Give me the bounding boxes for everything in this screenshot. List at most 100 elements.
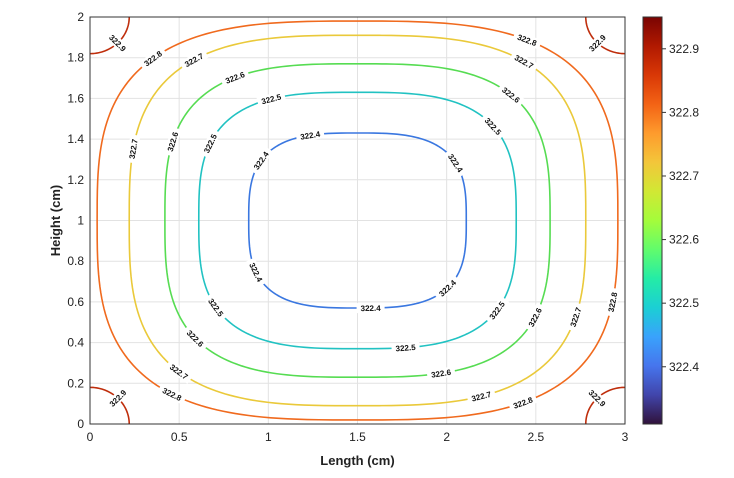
contour-label-bg bbox=[245, 257, 267, 287]
x-tick-label: 1.5 bbox=[349, 430, 366, 444]
x-tick-label: 0.5 bbox=[171, 430, 188, 444]
colorbar-tick-label: 322.7 bbox=[669, 169, 699, 183]
contour-label-bg bbox=[356, 302, 385, 314]
contour-label-bg bbox=[466, 387, 497, 405]
colorbar-tick-label: 322.5 bbox=[669, 296, 699, 310]
colorbar-tick-label: 322.9 bbox=[669, 42, 699, 56]
contour-label: 322.8 bbox=[604, 287, 621, 317]
y-tick-label: 0 bbox=[77, 417, 84, 431]
contour-line-322-4 bbox=[247, 132, 468, 309]
contour-label-bg bbox=[583, 384, 611, 412]
contour-label: 322.6 bbox=[426, 366, 456, 381]
contour-label-bg bbox=[220, 67, 250, 88]
contour-label: 322.9 bbox=[104, 384, 132, 412]
colorbar-tick-label: 322.4 bbox=[669, 360, 699, 374]
contour-label: 322.4 bbox=[433, 274, 461, 302]
contour-label-text: 322.6 bbox=[166, 130, 181, 152]
contour-label-text: 322.6 bbox=[224, 70, 246, 86]
colorbar-gradient bbox=[642, 16, 663, 425]
contour-line-322-5 bbox=[197, 91, 518, 350]
colorbar: 322.4 322.5 322.6 322.7 322.8 322.9 bbox=[642, 16, 699, 425]
contour-label: 322.7 bbox=[466, 387, 497, 405]
contour-label-bg bbox=[203, 293, 229, 322]
contour-label: 322.8 bbox=[508, 393, 538, 413]
contour-label-bg bbox=[125, 134, 141, 164]
contour-label: 322.8 bbox=[138, 46, 168, 71]
contour-label-bg bbox=[443, 148, 468, 178]
contour-label-bg bbox=[157, 383, 187, 405]
contour-line-322-7 bbox=[128, 34, 587, 407]
contour-label-bg bbox=[179, 48, 209, 72]
contour-line-322-6 bbox=[164, 63, 551, 378]
contour-label-bg bbox=[512, 30, 543, 50]
contour-label-bg bbox=[433, 274, 461, 302]
contour-label: 322.5 bbox=[256, 90, 287, 108]
contour-label: 322.6 bbox=[181, 324, 209, 352]
contour-label-text: 322.5 bbox=[395, 343, 416, 353]
y-tick-label: 0.4 bbox=[67, 336, 84, 350]
y-tick-label: 1.6 bbox=[67, 91, 84, 105]
y-tick-label: 0.8 bbox=[67, 254, 84, 268]
contour-label: 322.9 bbox=[104, 29, 132, 57]
contour-label-bg bbox=[256, 90, 287, 108]
contour-label: 322.5 bbox=[479, 112, 507, 140]
contour-label-text: 322.5 bbox=[261, 92, 283, 106]
contour-label: 322.5 bbox=[391, 341, 420, 354]
contour-label-bg bbox=[163, 126, 182, 157]
contour-label-bg bbox=[509, 50, 539, 73]
contour-label: 322.8 bbox=[512, 30, 543, 50]
contour-label-text: 322.8 bbox=[512, 395, 534, 411]
contour-label-bg bbox=[199, 128, 221, 159]
colorbar-tick-label: 322.8 bbox=[669, 105, 699, 119]
contour-label-bg bbox=[484, 296, 510, 325]
plot-frame bbox=[89, 16, 626, 425]
contour-label: 322.6 bbox=[524, 302, 546, 332]
contour-label: 322.4 bbox=[248, 146, 274, 175]
contour-label-bg bbox=[479, 112, 507, 140]
contour-label-text: 322.7 bbox=[569, 306, 584, 328]
y-tick-label: 1.4 bbox=[67, 132, 84, 146]
contour-label-bg bbox=[104, 29, 132, 57]
contour-label: 322.7 bbox=[509, 50, 539, 73]
contour-label-text: 322.7 bbox=[471, 390, 493, 404]
contour-label-text: 322.8 bbox=[516, 33, 538, 49]
contour-label-text: 322.8 bbox=[607, 291, 620, 313]
x-tick-label: 0 bbox=[87, 430, 94, 444]
x-tick-label: 2.5 bbox=[527, 430, 544, 444]
y-axis-ticks: 0 0.2 0.4 0.6 0.8 1 1.2 1.4 1.6 1.8 2 bbox=[67, 10, 84, 431]
contour-label-bg bbox=[391, 341, 420, 354]
colorbar-ticks: 322.4 322.5 322.6 322.7 322.8 322.9 bbox=[662, 42, 699, 374]
contour-label: 322.7 bbox=[566, 302, 585, 332]
contour-label: 322.8 bbox=[157, 383, 187, 405]
contour-label: 322.9 bbox=[583, 29, 611, 57]
contour-label-bg bbox=[138, 46, 168, 71]
contour-label: 322.6 bbox=[220, 67, 250, 88]
contour-label-bg bbox=[524, 302, 546, 332]
contour-label-bg bbox=[426, 366, 456, 381]
contour-label: 322.9 bbox=[583, 384, 611, 412]
contour-label-bg bbox=[566, 302, 585, 332]
contour-label-text: 322.6 bbox=[431, 368, 453, 380]
contour-label-text: 322.8 bbox=[161, 386, 183, 403]
y-tick-label: 2 bbox=[77, 10, 84, 24]
contour-label: 322.7 bbox=[179, 48, 209, 72]
contour-label-bg bbox=[508, 393, 538, 413]
contour-label: 322.4 bbox=[356, 302, 385, 314]
contour-label-bg bbox=[583, 29, 611, 57]
contour-label: 322.4 bbox=[295, 128, 325, 143]
x-axis-label: Length (cm) bbox=[320, 453, 394, 468]
contour-label: 322.4 bbox=[245, 257, 267, 287]
contour-label-bg bbox=[181, 324, 209, 352]
x-tick-label: 1 bbox=[265, 430, 272, 444]
contour-label-bg bbox=[248, 146, 274, 175]
y-tick-label: 1.8 bbox=[67, 51, 84, 65]
contour-label-bg bbox=[104, 384, 132, 412]
contour-label: 322.4 bbox=[443, 148, 468, 178]
contour-label: 322.5 bbox=[199, 128, 221, 159]
x-axis-ticks: 0 0.5 1 1.5 2 2.5 3 bbox=[87, 430, 629, 444]
y-tick-label: 1 bbox=[77, 214, 84, 228]
contour-label-text: 322.7 bbox=[128, 138, 140, 160]
contour-label-bg bbox=[295, 128, 325, 143]
x-tick-label: 3 bbox=[622, 430, 629, 444]
